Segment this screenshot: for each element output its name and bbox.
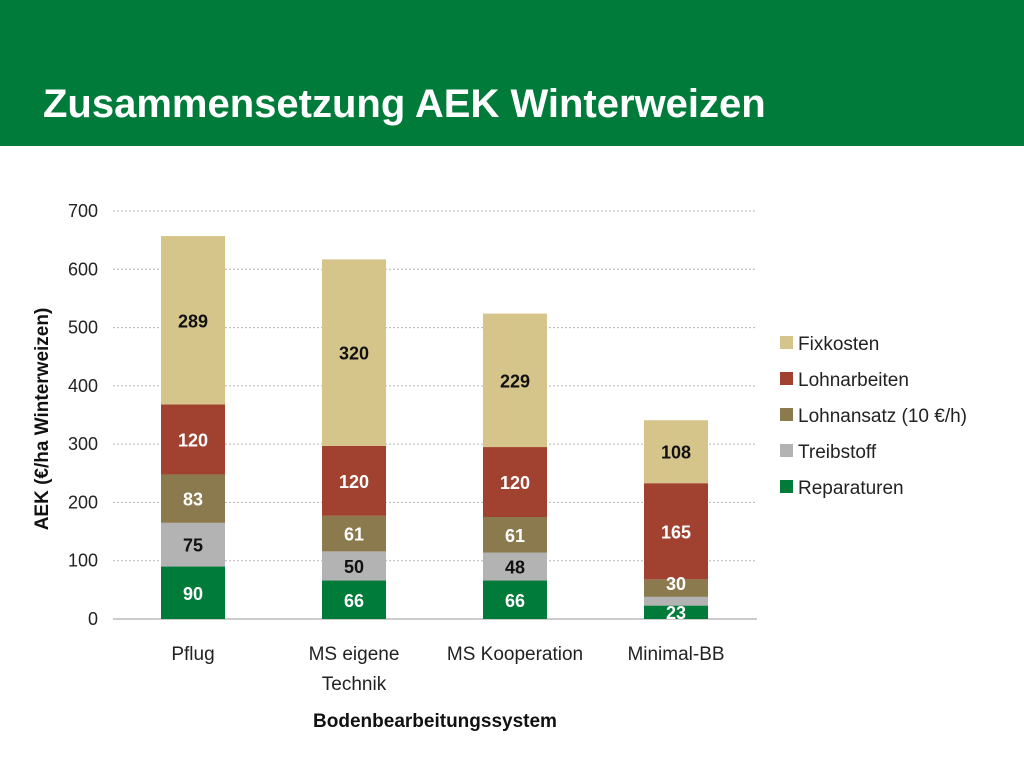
data-label: 50 [344, 557, 364, 577]
legend-swatch [780, 336, 793, 349]
data-label: 66 [344, 591, 364, 611]
data-label: 120 [178, 430, 208, 450]
y-tick-label: 500 [68, 318, 98, 338]
bar-segment [161, 404, 225, 475]
bar-segment [483, 552, 547, 581]
bar-segment [644, 420, 708, 484]
data-label: 120 [339, 472, 369, 492]
bar-segment [322, 551, 386, 581]
legend-label: Lohnansatz (10 €/h) [798, 406, 967, 427]
slide-title: Zusammensetzung AEK Winterweizen [43, 82, 766, 126]
x-axis-title: Bodenbearbeitungssystem [313, 711, 557, 732]
y-tick-label: 300 [68, 434, 98, 454]
data-label: 48 [505, 558, 525, 578]
data-label: 30 [666, 574, 686, 594]
y-tick-label: 700 [68, 201, 98, 221]
x-category-label: Minimal-BB [627, 644, 724, 665]
x-category-label: Pflug [171, 644, 214, 665]
legend-swatch [780, 444, 793, 457]
bars [161, 236, 708, 619]
data-label: 165 [661, 522, 691, 542]
data-label: 320 [339, 344, 369, 364]
data-label: 229 [500, 371, 530, 391]
x-category-label: Technik [322, 674, 387, 695]
legend-label: Lohnarbeiten [798, 370, 909, 391]
data-label: 61 [344, 525, 364, 545]
bar-segment [161, 236, 225, 405]
data-label: 66 [505, 591, 525, 611]
bar-segment [161, 522, 225, 567]
bar-segment [322, 515, 386, 552]
y-tick-label: 400 [68, 376, 98, 396]
x-category-label: MS eigene [309, 644, 400, 665]
bar-segment [322, 259, 386, 446]
legend-label: Treibstoff [798, 442, 877, 463]
bar-segment [161, 566, 225, 619]
bar-segment [483, 313, 547, 448]
data-labels: 90 75 83 120 289 66 50 61 120 320 66 48 61 120 229 23 30… [178, 311, 691, 623]
bar-segment [483, 580, 547, 619]
bar-segment [644, 605, 708, 619]
bar-segment [483, 517, 547, 553]
y-tick-label: 200 [68, 492, 98, 512]
y-tick-label: 100 [68, 551, 98, 571]
legend-swatch [780, 480, 793, 493]
y-axis-ticks: 0 100 200 300 400 500 600 700 [68, 201, 98, 629]
data-label: 289 [178, 311, 208, 331]
x-category-label: MS Kooperation [447, 644, 583, 665]
bar-segment [644, 483, 708, 580]
data-label: 61 [505, 526, 525, 546]
x-axis-categories: Pflug MS eigene Technik MS Kooperation Minim… [171, 644, 724, 695]
y-tick-label: 600 [68, 259, 98, 279]
legend-label: Fixkosten [798, 334, 879, 355]
header-band [0, 0, 1024, 146]
data-label: 23 [666, 603, 686, 623]
data-label: 75 [183, 536, 203, 556]
data-label: 108 [661, 443, 691, 463]
data-label: 120 [500, 473, 530, 493]
y-axis-title: AEK (€/ha Winterweizen) [32, 308, 53, 531]
bar-segment [322, 445, 386, 516]
data-label: 90 [183, 584, 203, 604]
bar-segment [161, 474, 225, 523]
bar-segment [644, 579, 708, 597]
legend-swatch [780, 372, 793, 385]
y-tick-label: 0 [88, 609, 98, 629]
legend-swatch [780, 408, 793, 421]
data-label: 83 [183, 490, 203, 510]
bar-segment [483, 447, 547, 517]
legend-label: Reparaturen [798, 478, 904, 499]
legend: Fixkosten Lohnarbeiten Lohnansatz (10 €/h)… [780, 334, 967, 499]
bar-segment [322, 580, 386, 619]
bar-segment [644, 596, 708, 606]
